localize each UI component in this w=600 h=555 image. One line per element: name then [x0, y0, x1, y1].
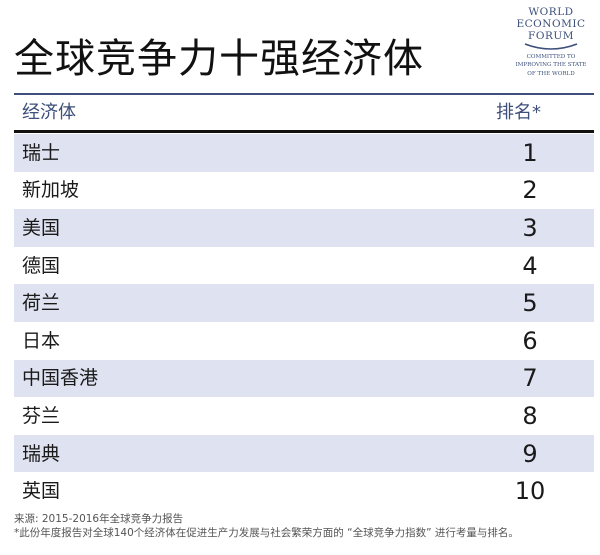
methodology-note: *此份年度报告对全球140个经济体在促进生产力发展与社会繁荣方面的 “全球竞争力…	[14, 527, 519, 539]
column-header-economy: 经济体	[22, 102, 76, 123]
rank-value: 4	[522, 251, 538, 280]
economy-name: 德国	[22, 254, 61, 277]
rank-value: 7	[522, 364, 538, 393]
rank-value: 1	[522, 138, 538, 167]
economy-name: 芬兰	[22, 404, 61, 427]
rank-value: 10	[514, 477, 546, 506]
table-row: 新加坡 2	[14, 171, 594, 210]
economy-name: 中国香港	[22, 367, 99, 390]
table-row: 美国 3	[14, 209, 594, 247]
economy-name: 瑞士	[22, 141, 61, 164]
table-row: 英国 10	[14, 472, 594, 510]
logo-arc-icon	[524, 43, 578, 50]
table-row: 芬兰 8	[14, 397, 594, 435]
table-header-rule	[14, 130, 594, 133]
rank-value: 5	[522, 289, 538, 318]
logo-tagline-1: COMMITTED TO	[526, 54, 576, 60]
rank-value: 8	[522, 401, 538, 430]
rank-value: 9	[522, 439, 538, 468]
table-row: 日本 6	[14, 321, 594, 360]
logo-line-world: WORLD	[528, 6, 574, 18]
rank-value: 6	[522, 326, 538, 355]
wef-logo: WORLD ECONOMIC FORUM COMMITTED TO IMPROV…	[508, 6, 594, 88]
economy-name: 荷兰	[22, 292, 61, 315]
header-divider	[14, 93, 594, 95]
logo-tagline-3: OF THE WORLD	[527, 70, 575, 77]
column-header-rank: 排名*	[496, 102, 541, 123]
rank-value: 3	[522, 213, 538, 242]
table-row: 瑞士 1	[14, 134, 594, 172]
logo-line-economic: ECONOMIC	[516, 18, 586, 30]
source-note: 来源: 2015-2016年全球竞争力报告	[14, 513, 184, 525]
table-row: 德国 4	[14, 246, 594, 285]
economy-name: 英国	[22, 480, 61, 503]
footer-notes: 来源: 2015-2016年全球竞争力报告 *此份年度报告对全球140个经济体在…	[14, 512, 594, 540]
ranking-table: 瑞士 1 新加坡 2 美国 3 德国 4 荷兰 5 日本 6 中国香港 7 芬兰…	[14, 134, 594, 510]
economy-name: 新加坡	[22, 179, 80, 202]
table-row: 荷兰 5	[14, 284, 594, 322]
logo-line-forum: FORUM	[528, 30, 574, 42]
rank-value: 2	[522, 176, 538, 205]
economy-name: 日本	[22, 329, 61, 352]
table-row: 瑞典 9	[14, 434, 594, 473]
economy-name: 美国	[22, 216, 61, 239]
logo-tagline-2: IMPROVING THE STATE	[515, 62, 587, 69]
table-row: 中国香港 7	[14, 359, 594, 398]
economy-name: 瑞典	[22, 442, 61, 465]
page-title: 全球竞争力十强经济体	[14, 36, 424, 82]
